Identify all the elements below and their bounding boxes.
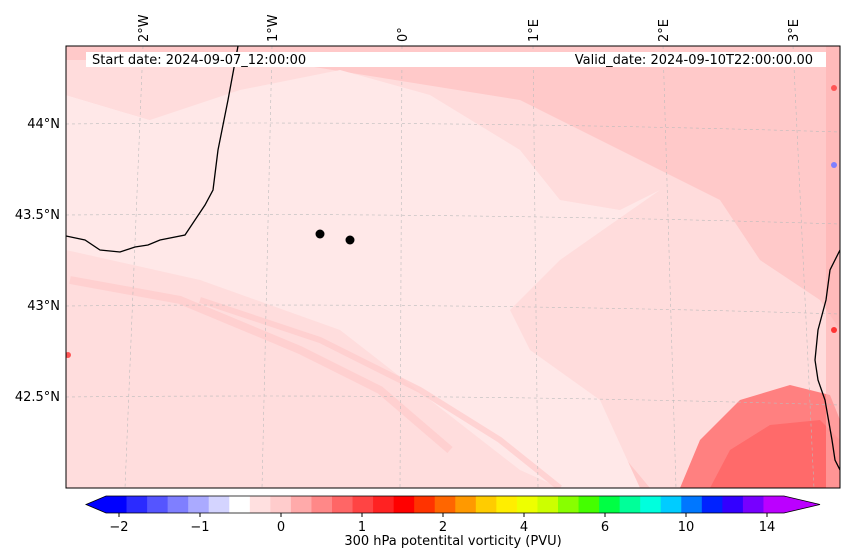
colorbar-tick-label: 4 [520, 520, 528, 535]
map-frame [65, 45, 841, 489]
colorbar-swatch [352, 496, 374, 513]
longitude-label: 2°E [657, 19, 672, 42]
colorbar-swatch [496, 496, 518, 513]
coastline-east [814, 249, 840, 471]
colorbar-swatch [701, 496, 723, 513]
colorbar-swatch [763, 496, 785, 513]
coastline [66, 46, 239, 253]
info-bar [86, 52, 826, 67]
pv-streak-2 [199, 297, 562, 488]
colorbar-swatch [290, 496, 312, 513]
colorbar-swatch [208, 496, 230, 513]
pv-spot [831, 85, 837, 91]
latitude-labels: 44°N 43.5°N 43°N 42.5°N [15, 117, 60, 405]
colorbar-tick-label: 14 [759, 520, 776, 535]
colorbar-extend-low [86, 496, 106, 513]
colorbar-swatch [742, 496, 764, 513]
colorbar-swatch [537, 496, 559, 513]
pv-spot [831, 327, 837, 333]
longitude-label: 1°W [266, 14, 281, 42]
map-panel[interactable] [65, 46, 840, 488]
colorbar-tick-label: 0 [277, 520, 285, 535]
colorbar-tick-label: −2 [109, 520, 128, 535]
colorbar-swatch [599, 496, 621, 513]
colorbar-swatch [722, 496, 744, 513]
start-date-label: Start date: 2024-09-07_12:00:00 [92, 53, 306, 68]
latitude-label: 42.5°N [15, 390, 60, 405]
colorbar [84, 495, 821, 514]
longitude-label: 3°E [787, 19, 802, 42]
colorbar-swatch [455, 496, 477, 513]
latitude-label: 44°N [27, 117, 60, 132]
colorbar-swatch [188, 496, 210, 513]
colorbar-swatch [106, 496, 128, 513]
colorbar-swatch [270, 496, 292, 513]
colorbar-tick-label: 10 [678, 520, 695, 535]
colorbar-swatch [681, 496, 703, 513]
colorbar-swatch [167, 496, 189, 513]
colorbar-swatch [516, 496, 538, 513]
colorbar-swatch [147, 496, 169, 513]
station-marker[interactable] [315, 229, 325, 239]
longitude-label: 2°W [137, 14, 152, 42]
colorbar-swatch [373, 496, 395, 513]
pv-field-streak [66, 250, 560, 488]
colorbar-swatch [229, 496, 251, 513]
colorbar-swatch [332, 496, 354, 513]
colorbar-swatch [414, 496, 436, 513]
colorbar-extend-high [784, 496, 820, 513]
colorbar-swatch [558, 496, 580, 513]
latitude-label: 43°N [27, 299, 60, 314]
pv-field-max [710, 420, 840, 488]
longitude-label: 0° [396, 27, 411, 42]
colorbar-tick-label: 2 [439, 520, 447, 535]
latitude-label: 43.5°N [15, 208, 60, 223]
colorbar-ticks: −2 −1 0 1 2 4 6 10 14 [109, 513, 775, 535]
colorbar-swatch [126, 496, 148, 513]
pv-edge [826, 46, 840, 488]
colorbar-swatch [640, 496, 662, 513]
pv-spot [66, 352, 71, 358]
longitude-labels: 2°W 1°W 0° 1°E 2°E 3°E [137, 14, 802, 42]
graticule [66, 46, 840, 488]
colorbar-swatch [434, 496, 456, 513]
colorbar-swatch [393, 496, 415, 513]
longitude-label: 1°E [527, 19, 542, 42]
pv-streak-1 [69, 276, 453, 454]
colorbar-tick-label: 6 [601, 520, 609, 535]
colorbar-swatch [311, 496, 333, 513]
colorbar-tick-label: −1 [190, 520, 209, 535]
colorbar-swatch [249, 496, 271, 513]
colorbar-outline [84, 495, 821, 514]
colorbar-label: 300 hPa potentital vorticity (PVU) [344, 534, 561, 549]
colorbar-swatch [475, 496, 497, 513]
colorbar-swatch [578, 496, 600, 513]
valid-date-label: Valid_date: 2024-09-10T22:00:00.00 [575, 53, 813, 68]
colorbar-swatch [660, 496, 682, 513]
pv-spot [831, 162, 837, 168]
colorbar-tick-label: 1 [358, 520, 366, 535]
station-marker[interactable] [345, 235, 355, 245]
colorbar-swatch [619, 496, 641, 513]
